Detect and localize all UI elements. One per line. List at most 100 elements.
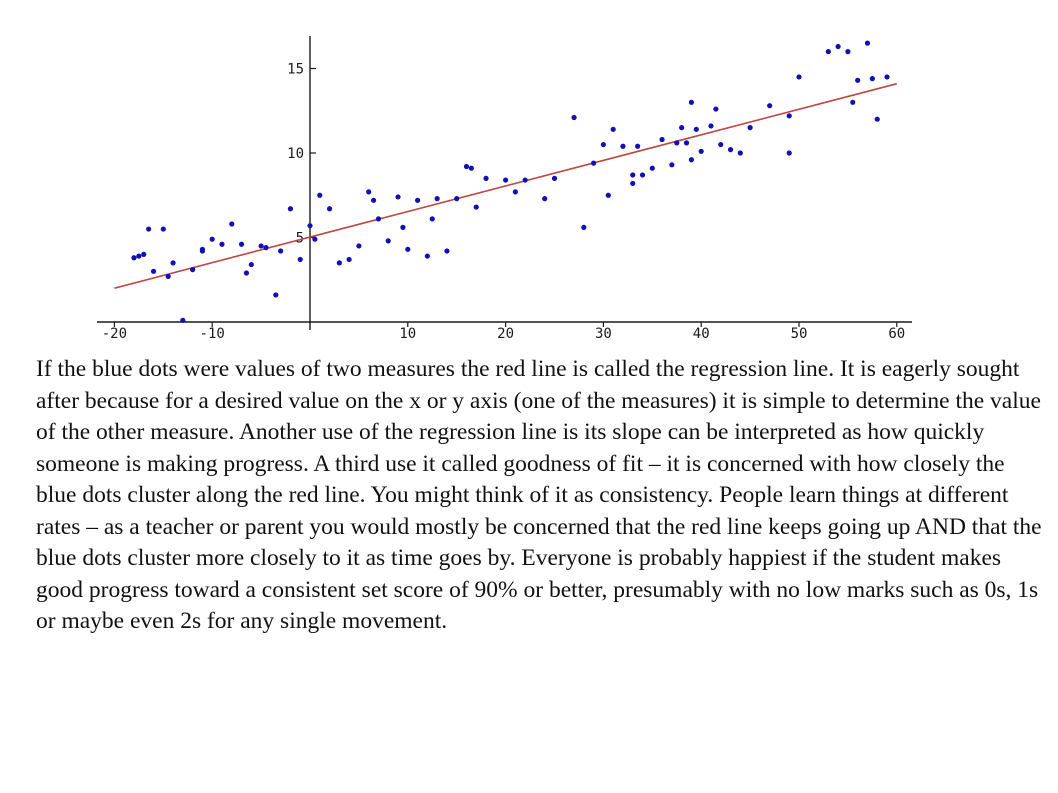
data-point: [850, 99, 856, 105]
data-point: [424, 253, 430, 259]
caption-text: If the blue dots were values of two meas…: [36, 356, 1042, 634]
data-point: [150, 268, 157, 274]
x-tick-label: -10: [200, 326, 225, 342]
data-point: [542, 196, 548, 202]
data-point: [180, 317, 186, 323]
data-point: [219, 241, 225, 247]
x-tick-group: -20 -10 10 20 30 40 50 60: [102, 322, 905, 342]
data-point: [796, 74, 802, 80]
data-point: [429, 216, 435, 222]
data-point: [278, 248, 284, 254]
data-point: [591, 160, 597, 166]
data-point: [317, 192, 323, 198]
data-point: [630, 180, 636, 187]
data-point: [141, 251, 147, 257]
data-point: [136, 253, 142, 259]
data-point: [248, 261, 254, 268]
data-point: [170, 260, 176, 266]
regression-line: [114, 82, 898, 289]
scatter-chart: -20 -10 10 20 30 40 50 60 5 10 15: [97, 36, 912, 342]
data-points-group: [131, 40, 890, 323]
data-point: [845, 49, 851, 55]
data-point: [336, 260, 342, 266]
data-point: [864, 40, 871, 46]
data-point: [454, 196, 460, 202]
data-point: [639, 172, 646, 178]
data-point: [620, 143, 626, 149]
data-point: [326, 206, 333, 212]
data-point: [884, 74, 890, 80]
data-point: [356, 243, 362, 249]
data-point: [287, 206, 294, 212]
data-point: [346, 256, 352, 263]
data-point: [522, 177, 528, 183]
data-point: [605, 192, 611, 198]
data-point: [405, 246, 411, 252]
data-point: [312, 236, 318, 242]
data-point: [370, 197, 377, 203]
data-point: [727, 147, 734, 153]
data-point: [414, 197, 421, 203]
data-point: [160, 226, 166, 232]
data-point: [238, 241, 245, 247]
y-tick-label: 15: [287, 62, 304, 78]
y-tick-label: 10: [287, 146, 304, 162]
data-point: [693, 126, 699, 132]
data-point: [869, 76, 875, 82]
data-point: [307, 223, 313, 229]
data-point: [600, 141, 607, 148]
data-point: [190, 267, 196, 273]
data-point: [649, 165, 655, 171]
data-point: [855, 77, 861, 83]
data-point: [263, 245, 269, 251]
data-point: [659, 136, 665, 143]
data-point: [503, 177, 509, 183]
x-tick-label: 10: [399, 326, 416, 342]
data-point: [297, 256, 303, 263]
data-point: [229, 221, 235, 227]
data-point: [199, 246, 206, 252]
data-point: [581, 224, 587, 230]
data-point: [825, 49, 831, 55]
x-tick-label: 30: [595, 326, 612, 342]
data-point: [375, 216, 382, 222]
data-point: [551, 175, 558, 181]
data-point: [273, 292, 279, 298]
data-point: [400, 224, 406, 230]
y-tick-group: 5 10 15: [287, 62, 316, 247]
data-point: [630, 172, 636, 178]
data-point: [258, 243, 264, 249]
data-point: [835, 43, 841, 50]
data-point: [146, 226, 152, 232]
data-point: [786, 150, 792, 156]
data-point: [610, 126, 616, 132]
data-point: [463, 163, 470, 170]
data-point: [395, 194, 401, 200]
data-point: [698, 148, 704, 154]
x-tick-label: 40: [693, 326, 710, 342]
data-point: [688, 157, 695, 163]
data-point: [385, 238, 391, 244]
data-point: [243, 270, 250, 276]
data-point: [683, 140, 690, 146]
data-point: [468, 165, 474, 171]
data-point: [165, 273, 171, 279]
y-tick-label: 5: [296, 231, 304, 247]
data-point: [786, 113, 792, 119]
data-point: [674, 140, 680, 146]
data-point: [708, 123, 714, 129]
data-point: [737, 150, 743, 156]
data-point: [679, 125, 685, 131]
data-point: [366, 189, 372, 195]
data-point: [444, 248, 450, 254]
x-tick-label: 60: [888, 326, 905, 342]
data-point: [512, 189, 518, 195]
data-point: [767, 103, 773, 109]
data-point: [209, 236, 215, 242]
data-point: [483, 175, 489, 181]
data-point: [718, 141, 724, 148]
data-point: [713, 106, 719, 112]
data-point: [434, 196, 440, 202]
regression-line-group: [114, 82, 898, 289]
data-point: [874, 116, 880, 122]
